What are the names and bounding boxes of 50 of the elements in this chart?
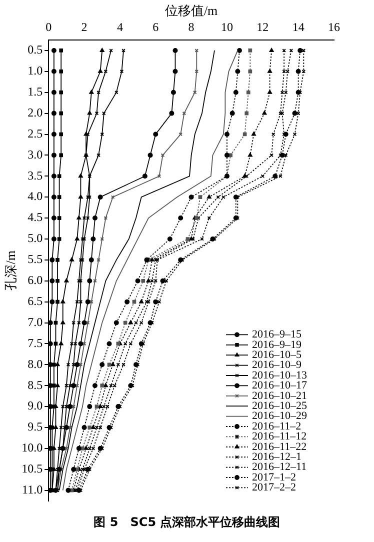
y-tick-label: 1.0 [28,64,43,78]
legend-label: 2016–9–19 [252,338,302,351]
x-tick-label: 6 [152,20,159,34]
y-axis-title: 孔深/m [3,250,18,290]
legend-label: 2016–10–25 [252,400,308,412]
x-tick-label: 2 [81,20,88,34]
y-tick-label: 6.0 [28,273,43,288]
legend-label: 2017–2–2 [252,482,296,494]
x-axis-title: 位移值/m [164,3,218,18]
x-tick-label: 14 [292,20,304,34]
x-tick-label: 10 [220,20,233,34]
y-tick-label: 11.0 [22,482,43,496]
y-tick-label: 9.5 [28,420,43,434]
legend-label: 2016–10–17 [252,380,308,392]
x-tick-label: 12 [256,20,269,34]
y-tick-label: 2.5 [28,126,43,140]
x-tick-label: 0 [46,20,52,34]
legend-label: 2016–9–15 [252,328,302,341]
legend-label: 2016–10–5 [252,348,302,361]
legend-label: 2016–11–12 [252,430,307,443]
y-tick-label: 7.0 [28,314,43,329]
y-tick-label: 5.0 [28,231,43,246]
y-tick-label: 3.0 [28,147,43,162]
y-tick-label: 7.5 [28,336,43,350]
y-tick-label: 10.5 [22,462,43,476]
y-tick-label: 9.0 [28,398,43,413]
legend-label: 2016–12–11 [252,461,307,474]
y-tick-label: 0.5 [28,42,43,57]
y-tick-label: 10.0 [22,440,43,455]
x-tick-label: 4 [116,20,123,34]
legend-label: 2017–1–2 [252,471,296,484]
legend-label: 2016–10–13 [252,369,308,382]
x-tick-label: 16 [328,20,340,34]
legend-label: 2016–11–2 [252,420,302,432]
legend-label: 2016–10–29 [252,410,308,422]
y-tick-label: 4.5 [28,210,43,224]
y-tick-label: 5.5 [28,252,43,266]
y-tick-label: 8.0 [28,356,43,371]
y-tick-label: 3.5 [28,168,43,182]
y-tick-label: 2.0 [28,105,43,120]
y-tick-label: 1.5 [28,84,43,99]
legend-label: 2016–10–9 [252,359,302,372]
y-tick-label: 4.0 [28,189,43,204]
legend-label: 2016–11–22 [252,440,307,453]
text: 图 5 SC5 点深部水平位移曲线图 [92,514,282,531]
y-tick-label: 8.5 [28,378,43,392]
legend-label: 2016–10–21 [252,390,307,402]
legend-label: 2016–12–1 [252,450,302,463]
y-tick-label: 6.5 [28,294,43,308]
x-tick-label: 8 [188,20,194,34]
